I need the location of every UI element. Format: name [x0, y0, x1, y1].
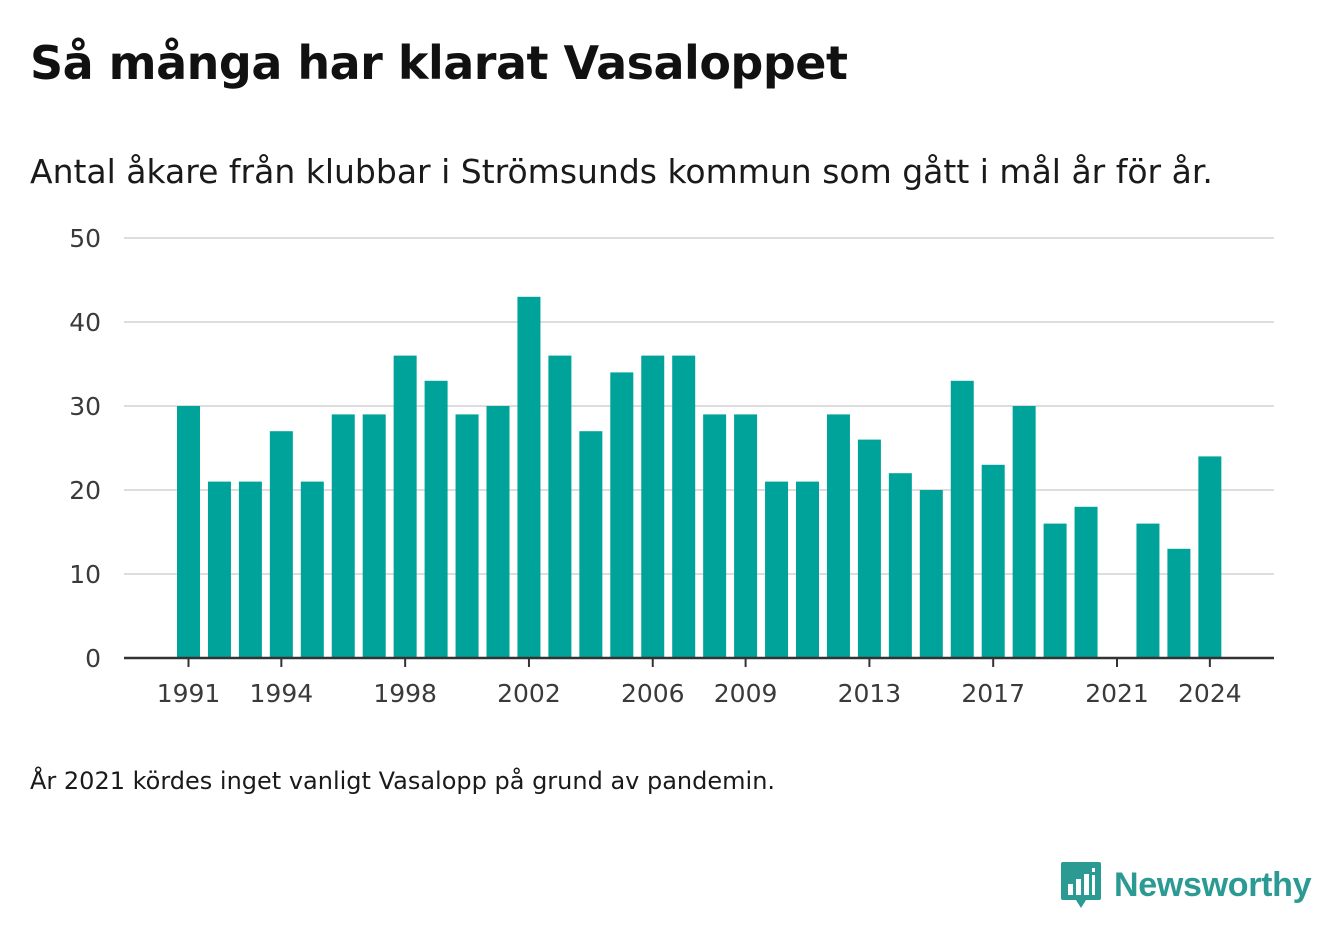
- bar: [393, 355, 417, 658]
- x-tick-label: 2002: [497, 679, 561, 708]
- bar: [703, 414, 727, 658]
- bar: [1167, 548, 1191, 658]
- bar: [1136, 523, 1160, 658]
- bar: [269, 431, 293, 658]
- x-tick-label: 2017: [961, 679, 1025, 708]
- bar: [888, 473, 912, 658]
- axes: 0 10 20 30 40 50 1991 1994 1998 2002 2006 2009 2013 2…: [69, 224, 1274, 708]
- bar-chart: 0 10 20 30 40 50 1991 1994 1998 2002 2006 2009 2013 2…: [69, 224, 1274, 708]
- bar: [672, 355, 696, 658]
- bar: [826, 414, 850, 658]
- x-tick-label: 2006: [621, 679, 685, 708]
- bar: [1043, 523, 1067, 658]
- bar: [579, 431, 603, 658]
- bar: [919, 490, 943, 658]
- newsworthy-logo-icon: [1061, 862, 1101, 908]
- x-tick-label: 2021: [1085, 679, 1149, 708]
- bar: [1074, 506, 1098, 658]
- bars: [177, 296, 1222, 658]
- bar: [1198, 456, 1222, 658]
- bar: [1012, 406, 1036, 658]
- y-tick-label: 50: [69, 224, 101, 253]
- bar: [734, 414, 758, 658]
- x-tick-label: 2009: [714, 679, 778, 708]
- bar: [207, 481, 231, 658]
- bar: [610, 372, 634, 658]
- gridlines: [124, 237, 1274, 575]
- y-tick-label: 10: [69, 560, 101, 589]
- bar: [796, 481, 819, 658]
- y-tick-label: 30: [69, 392, 101, 421]
- brand: Newsworthy: [1060, 860, 1312, 910]
- bar: [517, 296, 541, 658]
- x-tick-label: 1998: [373, 679, 437, 708]
- x-tick-label: 1991: [157, 679, 221, 708]
- bar: [331, 414, 355, 658]
- chart-subtitle: Antal åkare från klubbar i Strömsunds ko…: [30, 152, 1213, 191]
- brand-name: Newsworthy: [1114, 865, 1312, 904]
- x-tick-label: 2013: [838, 679, 902, 708]
- bar: [981, 464, 1005, 658]
- bar: [765, 481, 789, 658]
- bar: [238, 481, 262, 658]
- chart-title: Så många har klarat Vasaloppet: [30, 36, 848, 90]
- bar: [486, 406, 510, 658]
- y-tick-label: 20: [69, 476, 101, 505]
- bar: [641, 355, 665, 658]
- y-tick-label: 0: [85, 644, 101, 673]
- bar: [362, 414, 386, 658]
- bar: [548, 355, 572, 658]
- x-tick-label: 1994: [250, 679, 314, 708]
- y-tick-label: 40: [69, 308, 101, 337]
- bar: [950, 380, 974, 658]
- bar: [455, 414, 479, 658]
- bar: [177, 406, 200, 658]
- bar: [424, 380, 448, 658]
- bar: [300, 481, 324, 658]
- x-tick-label: 2024: [1178, 679, 1242, 708]
- footnote: År 2021 kördes inget vanligt Vasalopp på…: [30, 767, 776, 795]
- bar: [857, 439, 881, 658]
